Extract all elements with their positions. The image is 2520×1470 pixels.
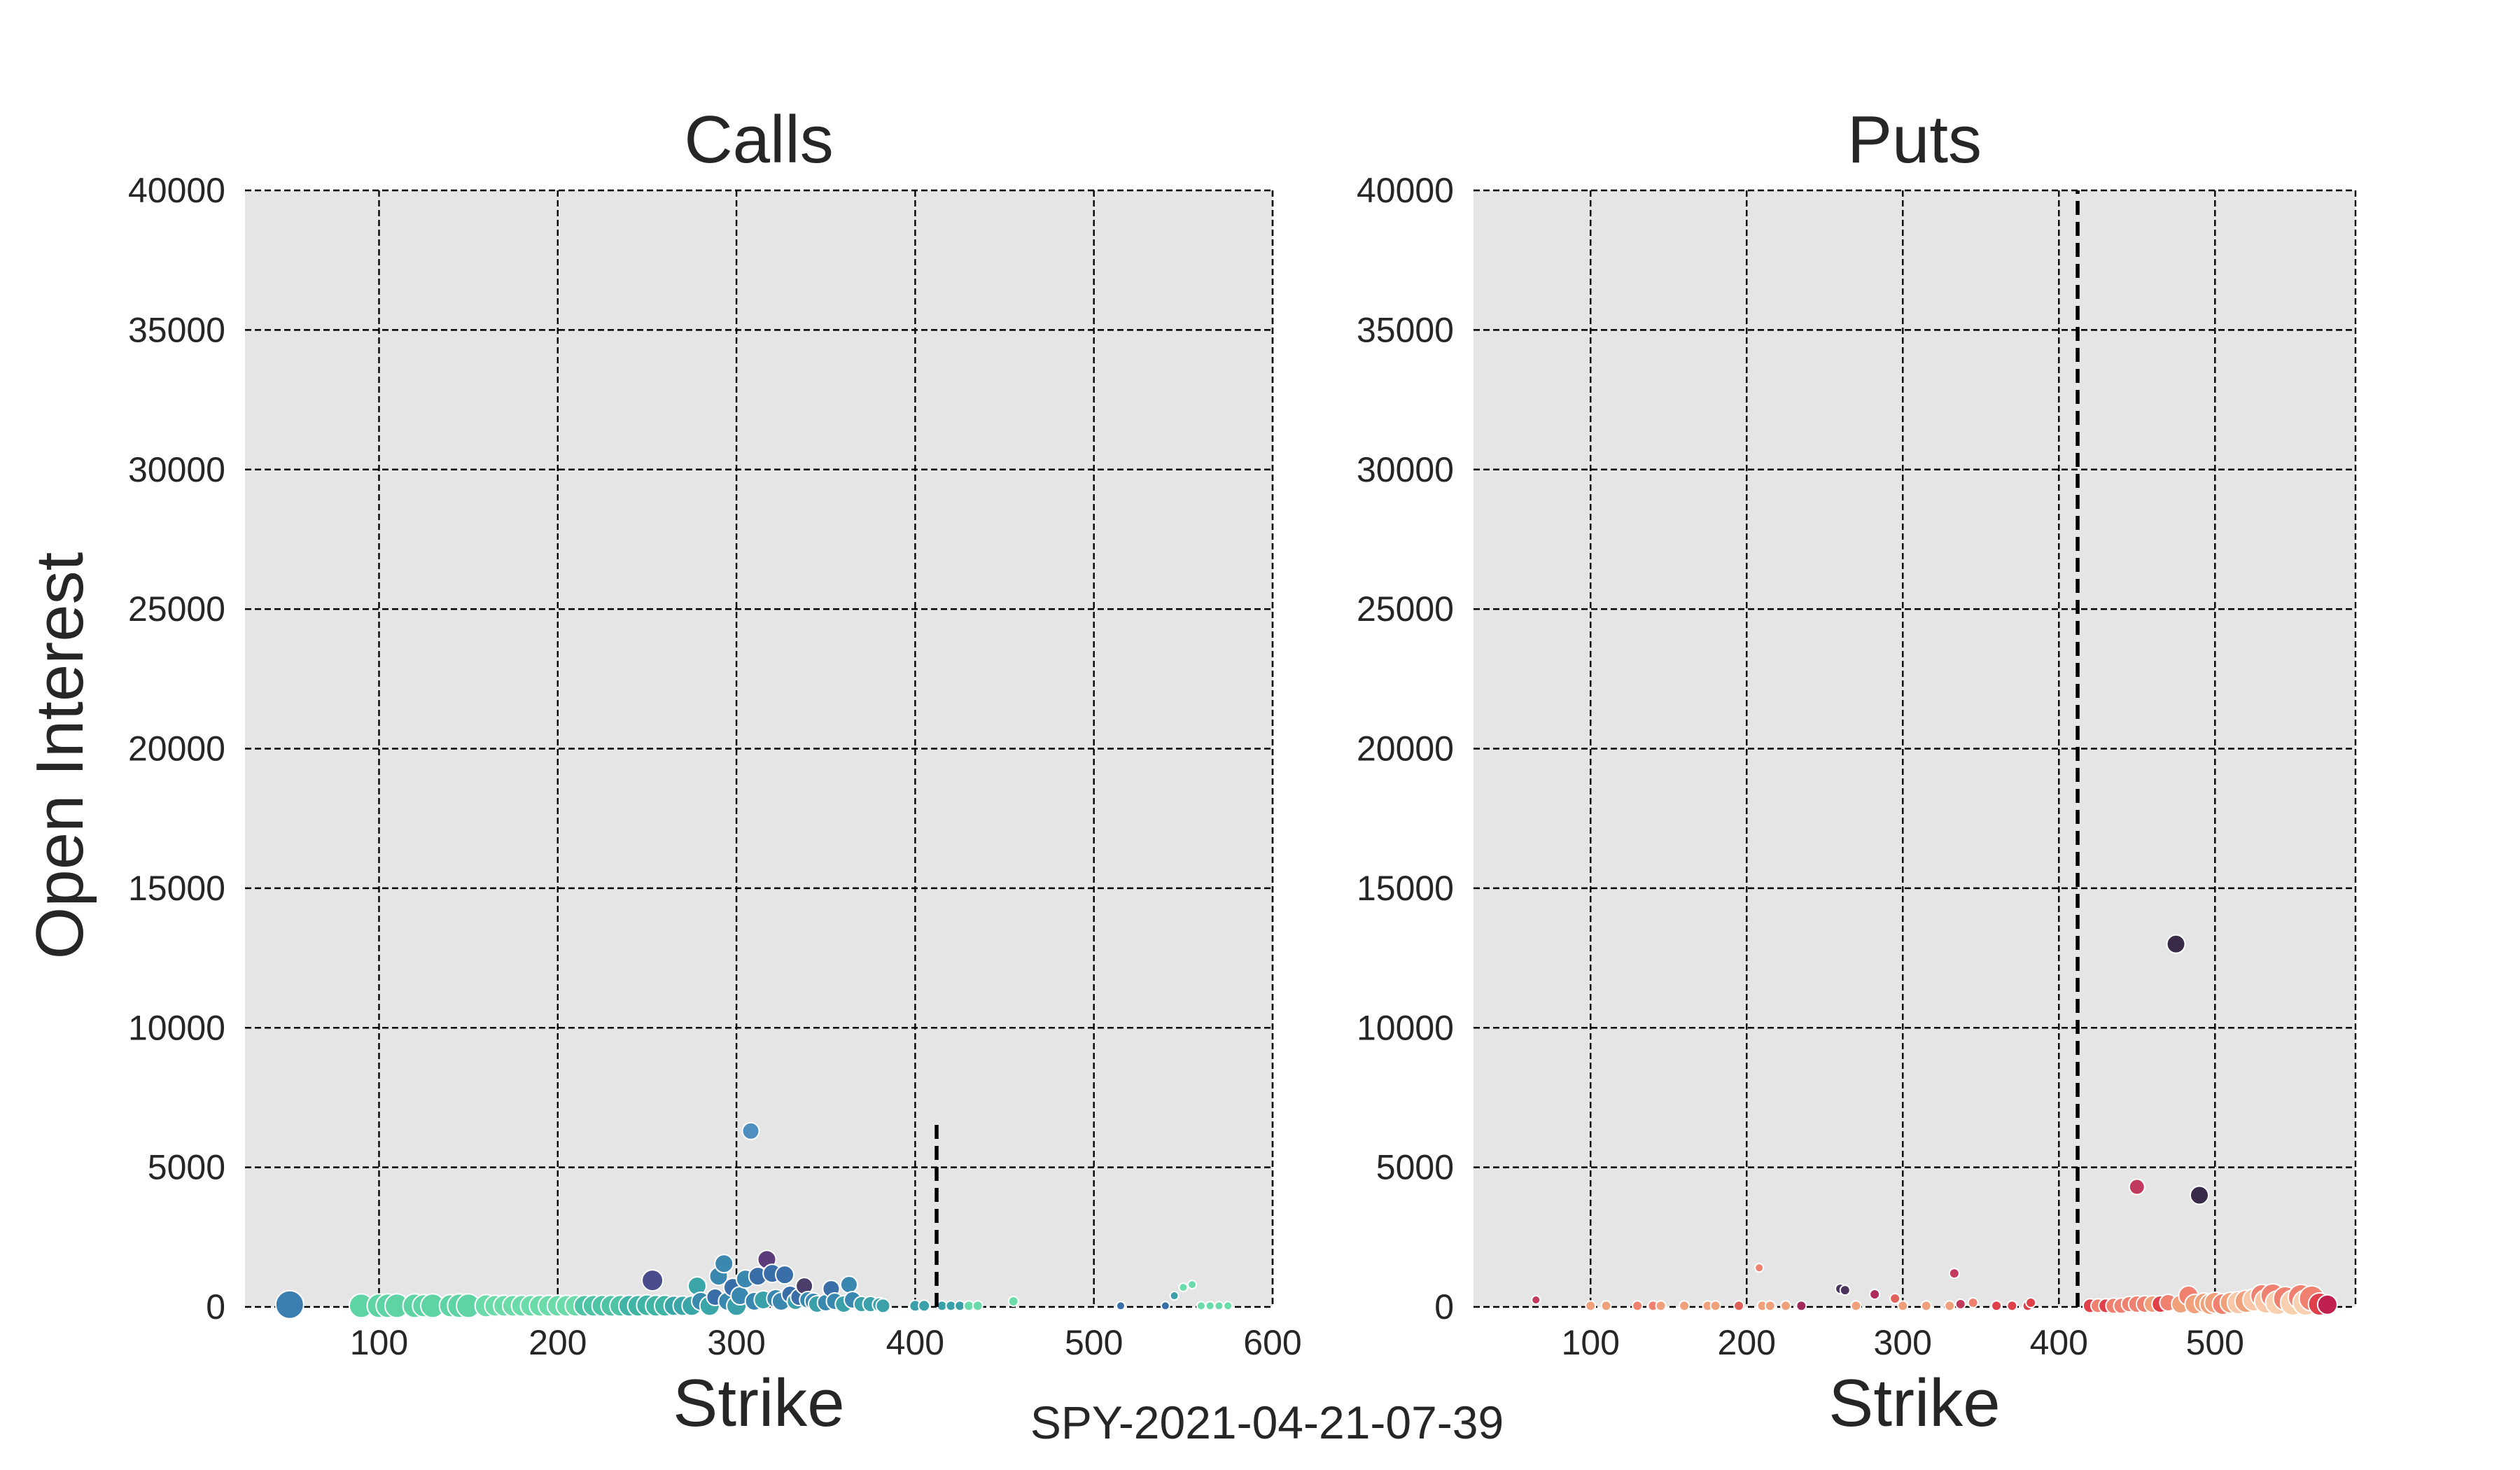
scatter-point xyxy=(1967,1297,1979,1309)
scatter-point xyxy=(1991,1300,2003,1312)
x-axis-label: Strike xyxy=(1828,1366,2000,1441)
scatter-point xyxy=(1007,1296,1019,1308)
scatter-point xyxy=(1920,1300,1932,1312)
scatter-point xyxy=(1944,1300,1956,1312)
x-tick-label: 400 xyxy=(2030,1323,2088,1362)
x-tick-label: 300 xyxy=(707,1323,765,1362)
y-tick-label: 20000 xyxy=(128,729,225,769)
scatter-point xyxy=(2189,1185,2209,1205)
scatter-point xyxy=(1948,1268,1960,1280)
scatter-point xyxy=(1850,1300,1862,1312)
y-tick-label: 25000 xyxy=(1357,589,1454,629)
scatter-point xyxy=(775,1265,795,1285)
scatter-point xyxy=(918,1299,931,1312)
scatter-point xyxy=(1632,1300,1644,1312)
y-tick-label: 15000 xyxy=(128,869,225,908)
y-tick-label: 35000 xyxy=(1357,310,1454,349)
x-tick-label: 500 xyxy=(1065,1323,1123,1362)
scatter-point xyxy=(1115,1301,1126,1311)
scatter-point xyxy=(1600,1300,1612,1312)
scatter-point xyxy=(1889,1293,1901,1305)
calls-chart-panel: 0 5000 10000 15000 20000 25000 30000 35000 40000… xyxy=(22,102,1302,1441)
x-tick-label: 500 xyxy=(2186,1323,2244,1362)
scatter-point xyxy=(875,1298,891,1314)
y-tick-label: 0 xyxy=(1434,1287,1454,1326)
y-tick-label: 40000 xyxy=(128,171,225,210)
scatter-point xyxy=(1733,1300,1745,1312)
scatter-point xyxy=(1897,1300,1909,1312)
puts-chart-panel: 0 5000 10000 15000 20000 25000 30000 35000 40000… xyxy=(1357,102,2357,1441)
scatter-point xyxy=(2025,1297,2037,1309)
scatter-point xyxy=(1780,1300,1792,1312)
y-tick-label: 30000 xyxy=(1357,450,1454,489)
y-tick-label: 0 xyxy=(206,1287,225,1326)
scatter-point xyxy=(1795,1300,1807,1312)
scatter-point xyxy=(1223,1301,1233,1311)
scatter-point xyxy=(1178,1282,1189,1293)
scatter-point xyxy=(1187,1280,1198,1290)
scatter-point xyxy=(1869,1289,1881,1301)
x-tick-label: 200 xyxy=(528,1323,587,1362)
scatter-point xyxy=(1709,1300,1721,1312)
scatter-point xyxy=(741,1121,760,1140)
y-tick-label: 5000 xyxy=(148,1148,225,1187)
scatter-point xyxy=(714,1254,734,1274)
x-tick-label: 600 xyxy=(1243,1323,1301,1362)
y-tick-label: 5000 xyxy=(1376,1148,1454,1187)
y-tick-label: 40000 xyxy=(1357,171,1454,210)
scatter-point xyxy=(1169,1291,1180,1301)
scatter-point xyxy=(1585,1300,1597,1312)
y-tick-label: 25000 xyxy=(128,589,225,629)
scatter-point xyxy=(1531,1295,1541,1306)
chart-footer-label: SPY-2021-04-21-07-39 xyxy=(1030,1396,1504,1448)
chart-title: Puts xyxy=(1847,102,1982,177)
x-tick-label: 400 xyxy=(886,1323,944,1362)
scatter-point xyxy=(1205,1301,1215,1311)
scatter-point xyxy=(1196,1301,1206,1311)
scatter-point xyxy=(972,1300,983,1312)
scatter-point xyxy=(274,1289,304,1320)
x-tick-label: 300 xyxy=(1874,1323,1932,1362)
y-tick-label: 30000 xyxy=(128,450,225,489)
scatter-point xyxy=(2006,1300,2018,1312)
x-axis-label: Strike xyxy=(673,1366,844,1441)
y-tick-label: 35000 xyxy=(128,310,225,349)
x-tick-label: 100 xyxy=(350,1323,408,1362)
y-tick-label: 15000 xyxy=(1357,869,1454,908)
y-tick-label: 20000 xyxy=(1357,729,1454,769)
y-tick-label: 10000 xyxy=(1357,1008,1454,1047)
x-tick-label: 100 xyxy=(1562,1323,1620,1362)
scatter-point xyxy=(1754,1263,1765,1273)
scatter-point xyxy=(2316,1294,2338,1315)
y-axis-label: Open Interest xyxy=(22,552,97,960)
scatter-point xyxy=(2128,1178,2146,1196)
x-tick-label: 200 xyxy=(1718,1323,1776,1362)
scatter-point xyxy=(1764,1300,1776,1312)
scatter-point xyxy=(1655,1300,1667,1312)
y-tick-label: 10000 xyxy=(128,1008,225,1047)
scatter-point xyxy=(1839,1284,1851,1296)
scatter-point xyxy=(2166,934,2186,954)
scatter-point xyxy=(1954,1298,1966,1310)
scatter-point xyxy=(1214,1301,1224,1311)
scatter-point xyxy=(1679,1300,1690,1312)
scatter-point xyxy=(641,1269,664,1292)
chart-title: Calls xyxy=(684,102,833,177)
scatter-point xyxy=(1160,1301,1170,1311)
scatter-point xyxy=(839,1275,858,1294)
